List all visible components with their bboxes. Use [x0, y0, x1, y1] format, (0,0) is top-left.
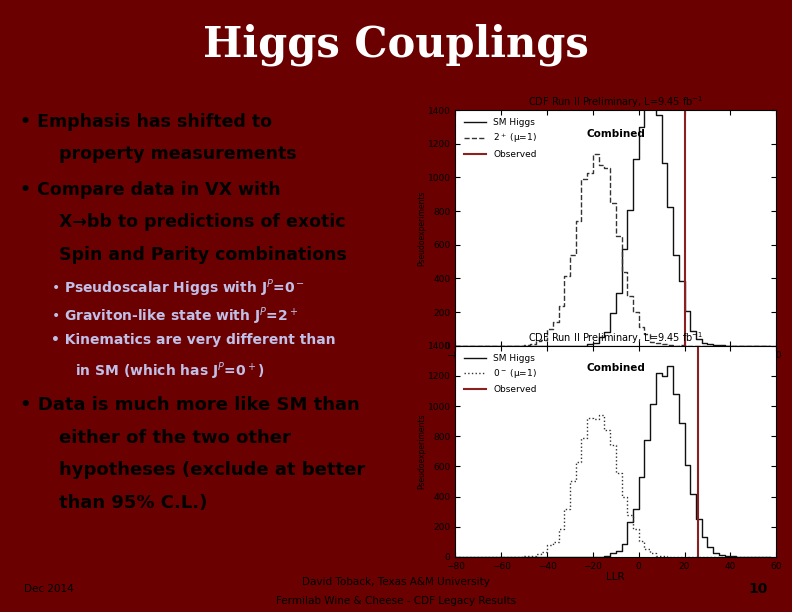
Text: property measurements: property measurements — [59, 145, 297, 163]
Text: • Emphasis has shifted to: • Emphasis has shifted to — [20, 113, 272, 130]
Text: Combined: Combined — [586, 129, 645, 139]
Text: Dec 2014: Dec 2014 — [24, 584, 74, 594]
Legend: SM Higgs, 2$^+$ (μ=1), Observed: SM Higgs, 2$^+$ (μ=1), Observed — [460, 114, 541, 163]
Text: X→bb to predictions of exotic: X→bb to predictions of exotic — [59, 213, 346, 231]
Text: Higgs Couplings: Higgs Couplings — [203, 23, 589, 65]
Title: CDF Run II Preliminary, L=9.45 fb$^{-1}$: CDF Run II Preliminary, L=9.45 fb$^{-1}$ — [528, 330, 703, 346]
Text: hypotheses (exclude at better: hypotheses (exclude at better — [59, 461, 366, 479]
Text: in SM (which has J$^P$=0$^+$): in SM (which has J$^P$=0$^+$) — [75, 360, 265, 382]
Text: • Kinematics are very different than: • Kinematics are very different than — [51, 333, 336, 347]
X-axis label: LLR: LLR — [607, 572, 625, 582]
Text: than 95% C.L.): than 95% C.L.) — [59, 494, 208, 512]
Legend: SM Higgs, 0$^-$ (μ=1), Observed: SM Higgs, 0$^-$ (μ=1), Observed — [460, 350, 541, 398]
Text: David Toback, Texas A&M University: David Toback, Texas A&M University — [302, 577, 490, 587]
Text: • Graviton-like state with J$^P$=2$^+$: • Graviton-like state with J$^P$=2$^+$ — [51, 305, 299, 327]
Text: Combined: Combined — [586, 363, 645, 373]
Y-axis label: Pseudoexperiments: Pseudoexperiments — [417, 414, 426, 489]
Y-axis label: Pseudoexperiments: Pseudoexperiments — [417, 190, 426, 266]
Text: • Compare data in VX with: • Compare data in VX with — [20, 181, 280, 199]
Text: either of the two other: either of the two other — [59, 429, 291, 447]
Title: CDF Run II Preliminary, L=9.45 fb$^{-1}$: CDF Run II Preliminary, L=9.45 fb$^{-1}$ — [528, 94, 703, 110]
Text: Fermilab Wine & Cheese - CDF Legacy Results: Fermilab Wine & Cheese - CDF Legacy Resu… — [276, 595, 516, 605]
Text: • Data is much more like SM than: • Data is much more like SM than — [20, 397, 360, 414]
Text: Spin and Parity combinations: Spin and Parity combinations — [59, 245, 347, 264]
Text: • Pseudoscalar Higgs with J$^P$=0$^-$: • Pseudoscalar Higgs with J$^P$=0$^-$ — [51, 277, 306, 299]
Text: 10: 10 — [749, 582, 768, 596]
X-axis label: LLR: LLR — [607, 361, 625, 371]
